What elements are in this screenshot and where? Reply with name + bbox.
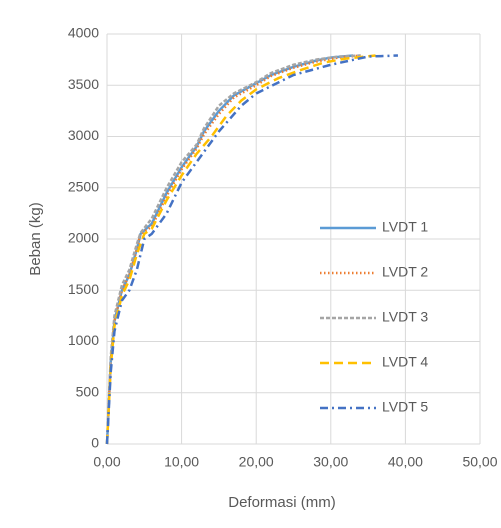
series-line [105, 54, 361, 445]
x-tick-label: 30,00 [313, 454, 348, 470]
y-tick-label: 3500 [68, 76, 99, 92]
y-tick-label: 0 [91, 435, 99, 451]
series-line [105, 54, 361, 445]
y-tick-label: 2000 [68, 230, 99, 246]
series-line [105, 54, 398, 445]
legend-label: LVDT 2 [382, 264, 428, 280]
x-tick-label: 10,00 [164, 454, 199, 470]
y-tick-label: 3000 [68, 127, 99, 143]
y-tick-label: 1500 [68, 281, 99, 297]
legend-label: LVDT 3 [382, 309, 428, 325]
x-tick-label: 50,00 [462, 454, 497, 470]
x-tick-label: 40,00 [388, 454, 423, 470]
y-tick-label: 2500 [68, 178, 99, 194]
y-tick-label: 4000 [68, 25, 99, 41]
series-line [105, 54, 376, 445]
legend-label: LVDT 4 [382, 354, 428, 370]
y-axis-label: Beban (kg) [27, 202, 44, 275]
x-tick-label: 0,00 [93, 454, 120, 470]
x-axis-label: Deformasi (mm) [228, 494, 336, 511]
x-tick-label: 20,00 [239, 454, 274, 470]
y-tick-label: 500 [76, 383, 100, 399]
legend-label: LVDT 5 [382, 399, 428, 415]
y-tick-label: 1000 [68, 332, 99, 348]
legend-label: LVDT 1 [382, 219, 428, 235]
